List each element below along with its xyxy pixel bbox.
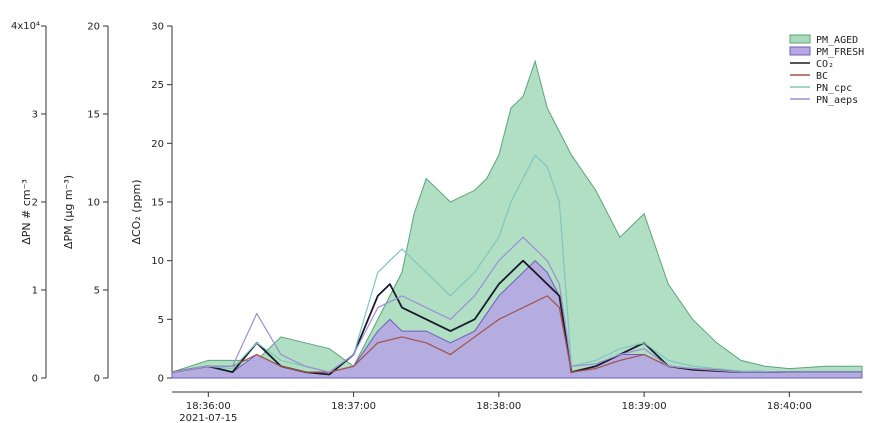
y-tick-label-co2: 30 (151, 22, 164, 33)
y-tick-label-co2: 5 (158, 315, 164, 326)
y-tick-label-pn: 0 (32, 374, 38, 385)
x-tick-label: 18:37:00 (331, 401, 376, 412)
y-axis-pm: 0 5 10 15 20 ΔPM (μg m⁻³) (62, 22, 109, 385)
y-axis-co2: 0 5 10 15 20 25 30 ΔCO₂ (ppm) (130, 22, 173, 385)
x-tick-label: 18:36:00 (186, 401, 231, 412)
legend-item: PN_aeps (790, 95, 858, 106)
legend-item: CO₂ (790, 59, 834, 70)
x-tick-label: 18:38:00 (476, 401, 521, 412)
legend-label: BC (816, 71, 828, 82)
y-axis-multiplier-pn: 4x10⁴ (11, 21, 40, 32)
legend-label: PM_AGED (816, 35, 858, 46)
y-tick-label-co2: 10 (151, 256, 164, 267)
legend-label: CO₂ (816, 59, 834, 70)
x-date-label: 2021-07-15 (179, 413, 237, 423)
series-pm-aged (171, 59, 863, 379)
y-tick-label-co2: 0 (158, 374, 164, 385)
line-3 (171, 295, 862, 373)
series-pn-cpc (171, 154, 862, 373)
y-tick-label-co2: 15 (151, 198, 164, 209)
x-tick-label: 18:39:00 (622, 401, 667, 412)
y-axis-pn: 0 1 2 3 4x10⁴ ΔPN # cm⁻³ (11, 21, 47, 385)
y-tick-label-pm: 0 (94, 374, 100, 385)
y-axis-title-pm: ΔPM (μg m⁻³) (62, 175, 75, 249)
legend-label: PN_aeps (816, 95, 858, 106)
legend-item: PN_cpc (790, 83, 852, 94)
legend-label: PM_FRESH (816, 47, 864, 58)
y-axis-title-pn: ΔPN # cm⁻³ (20, 179, 33, 245)
series-bc (171, 295, 862, 373)
plot-layer (171, 59, 863, 379)
series-pn-aeps (171, 236, 862, 373)
legend-item: BC (790, 71, 828, 82)
y-tick-label-pm: 5 (94, 286, 100, 297)
y-tick-label-pn: 1 (32, 286, 38, 297)
y-tick-label-pn: 3 (32, 110, 38, 121)
line-4 (171, 154, 862, 373)
y-tick-label-pn: 2 (32, 198, 38, 209)
line-5 (171, 236, 862, 373)
y-axis-title-co2: ΔCO₂ (ppm) (130, 179, 143, 244)
legend-label: PN_cpc (816, 83, 852, 94)
y-tick-label-pm: 10 (87, 198, 100, 209)
y-tick-label-co2: 20 (151, 139, 164, 150)
legend-swatch (789, 46, 811, 56)
legend-item: PM_AGED (789, 34, 858, 46)
y-tick-label-co2: 25 (151, 80, 164, 91)
x-tick-label: 18:40:00 (767, 401, 812, 412)
legend-swatch (789, 34, 811, 44)
x-axis: 18:36:00 18:37:00 18:38:00 18:39:00 18:40:00… (172, 391, 862, 423)
legend-item: PM_FRESH (789, 46, 864, 58)
y-tick-label-pm: 20 (87, 22, 100, 33)
y-tick-label-pm: 15 (87, 110, 100, 121)
area-0 (171, 59, 863, 379)
